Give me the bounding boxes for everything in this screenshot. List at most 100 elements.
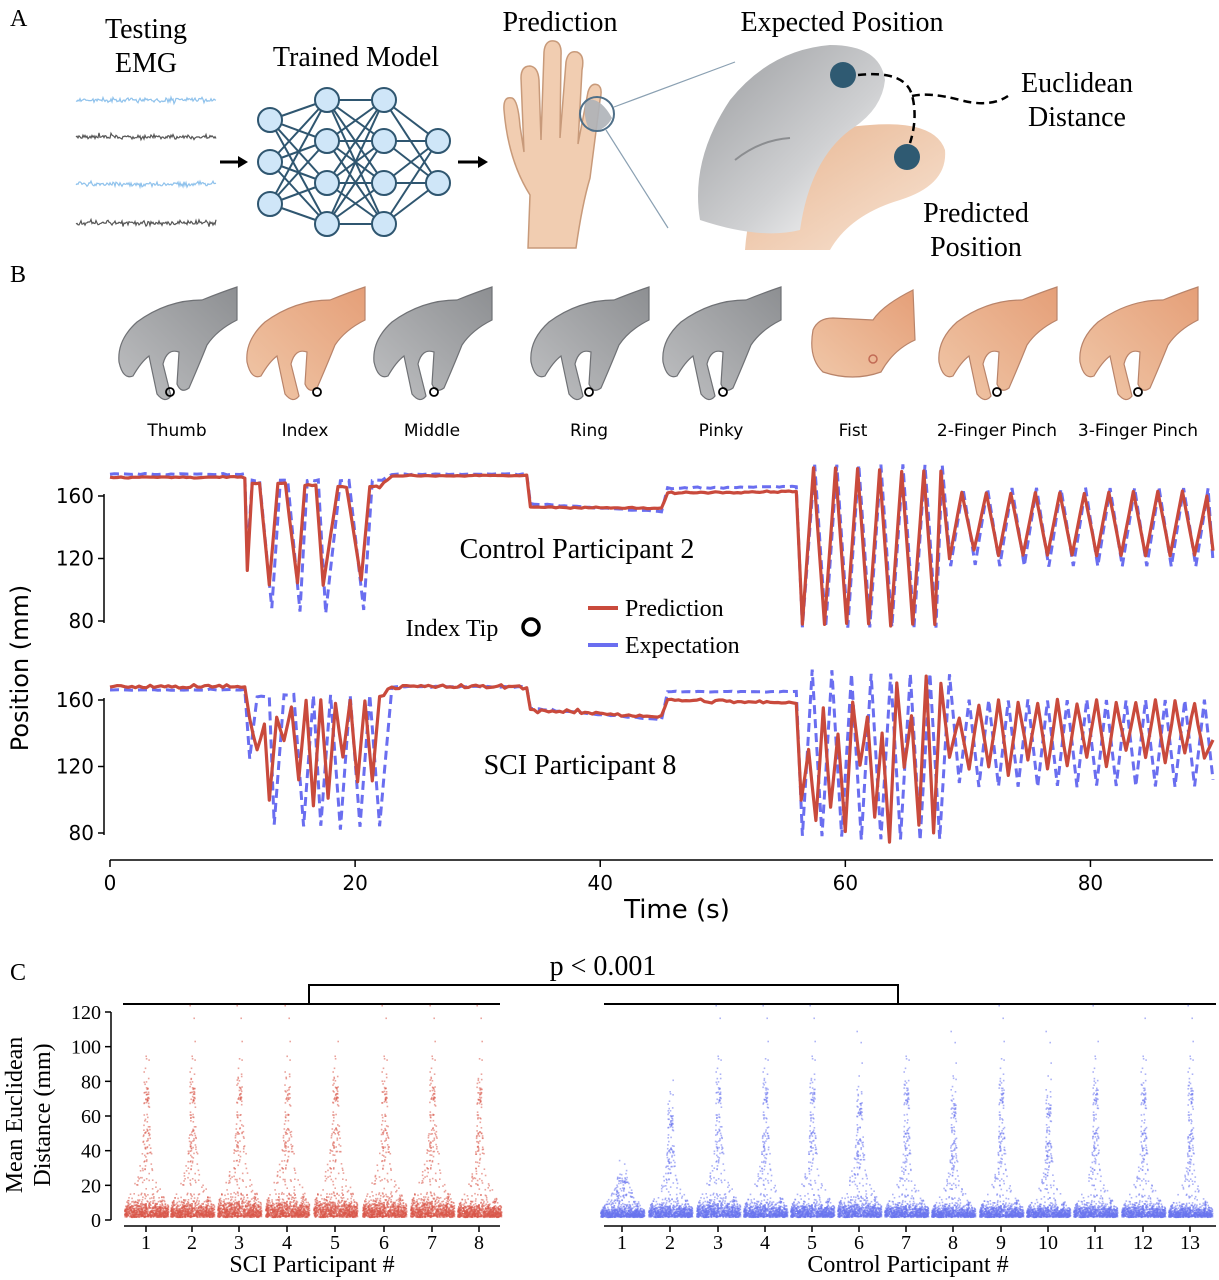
violin-point xyxy=(240,1103,243,1106)
violin-point xyxy=(187,1153,190,1155)
violin-point xyxy=(324,1171,327,1173)
violin-point xyxy=(234,1199,237,1201)
gesture-pinky: Pinky xyxy=(662,286,782,441)
violin-point xyxy=(146,1097,149,1100)
violin-point xyxy=(142,1213,144,1216)
violin-point xyxy=(389,1152,392,1155)
emg-trace xyxy=(75,95,217,106)
violin-point xyxy=(143,1071,145,1073)
violin-point xyxy=(178,1214,180,1216)
violin-point xyxy=(143,1134,145,1136)
violin-point xyxy=(150,1163,153,1165)
violin-point xyxy=(226,1202,228,1204)
violin-point xyxy=(249,1179,251,1181)
violin-point xyxy=(257,1198,259,1200)
violin-point xyxy=(181,1213,183,1216)
violin-point xyxy=(293,1197,295,1200)
violin-point xyxy=(352,1192,354,1195)
violin-point xyxy=(193,1152,195,1155)
violin-point xyxy=(290,1135,293,1138)
violin-point xyxy=(258,1215,261,1218)
violin-point xyxy=(143,1206,145,1209)
violin-point xyxy=(230,1203,233,1206)
violin-point xyxy=(276,1210,279,1213)
violin-point xyxy=(333,1091,335,1093)
violin-point xyxy=(236,1101,238,1104)
violin-point xyxy=(129,1209,131,1212)
violin-point xyxy=(196,1163,199,1165)
violin-point xyxy=(210,1210,212,1212)
violin-point xyxy=(180,1196,182,1199)
violin-point xyxy=(126,1208,129,1210)
violin-point xyxy=(348,1215,351,1218)
violin-point xyxy=(125,1212,127,1215)
violin-point xyxy=(286,1195,288,1197)
violin-point xyxy=(316,1214,319,1216)
violin-point xyxy=(132,1215,135,1218)
violin-point xyxy=(221,1204,223,1207)
violin-point xyxy=(146,1128,148,1131)
violin-point xyxy=(145,1178,148,1180)
violin-point xyxy=(191,1178,194,1180)
violin-point xyxy=(192,1121,195,1123)
violin-point xyxy=(206,1211,208,1214)
violin-point xyxy=(190,1212,193,1214)
violin-point xyxy=(234,1136,237,1139)
violin-point xyxy=(167,1210,169,1213)
violin-point xyxy=(240,1215,242,1217)
violin-point xyxy=(147,1077,150,1080)
violin-point xyxy=(341,1204,343,1207)
violin-point xyxy=(197,1203,199,1206)
nn-node xyxy=(314,128,340,154)
violin-point xyxy=(144,1212,147,1214)
violin-point xyxy=(202,1184,204,1187)
violin-point xyxy=(190,1197,193,1200)
violin-point xyxy=(335,1208,337,1210)
violin-point xyxy=(197,1179,200,1181)
violin-point xyxy=(196,1216,198,1219)
violin-point xyxy=(165,1215,167,1217)
nn-node xyxy=(257,191,283,217)
violin-point xyxy=(242,1216,245,1218)
violin-point xyxy=(285,1208,287,1211)
euclidean-label-line1: Euclidean xyxy=(1021,68,1133,99)
violin-point xyxy=(194,1106,197,1108)
violin-point xyxy=(258,1211,260,1214)
violin-point xyxy=(224,1204,227,1207)
sci-x-tick-label: 3 xyxy=(234,1232,244,1254)
violin-point xyxy=(273,1213,275,1216)
violin-point xyxy=(182,1204,185,1206)
violin-point xyxy=(301,1202,304,1205)
violin-point xyxy=(149,1203,151,1206)
violin-point xyxy=(171,1210,173,1213)
violin-point xyxy=(332,1120,335,1122)
expectation-series-line xyxy=(109,669,1215,841)
violin-point xyxy=(189,1143,192,1146)
violin-point xyxy=(267,1199,269,1202)
violin-point xyxy=(157,1212,160,1215)
violin-point xyxy=(241,1059,243,1061)
violin-point xyxy=(288,1214,291,1217)
violin-point xyxy=(386,1179,389,1181)
violin-point xyxy=(337,1206,339,1209)
violin-point xyxy=(190,1150,193,1152)
violin-point xyxy=(195,1213,197,1215)
violin-point xyxy=(381,1004,383,1007)
violin-point xyxy=(154,1211,157,1213)
violin-point xyxy=(333,1098,335,1100)
violin-point xyxy=(254,1210,256,1212)
violin-point xyxy=(129,1213,132,1216)
nn-edge xyxy=(326,99,385,225)
violin-point xyxy=(172,1201,174,1203)
violin-point xyxy=(236,1084,238,1086)
violin-point xyxy=(350,1197,352,1200)
violin-point xyxy=(173,1211,176,1213)
violin-point xyxy=(330,1134,333,1137)
violin-point xyxy=(338,1194,340,1197)
violin-point xyxy=(137,1214,140,1217)
violin-point xyxy=(142,1196,144,1199)
violin-point xyxy=(233,1191,235,1194)
violin-point xyxy=(144,1213,147,1215)
violin-point xyxy=(147,1207,149,1209)
violin-point xyxy=(152,1200,154,1202)
